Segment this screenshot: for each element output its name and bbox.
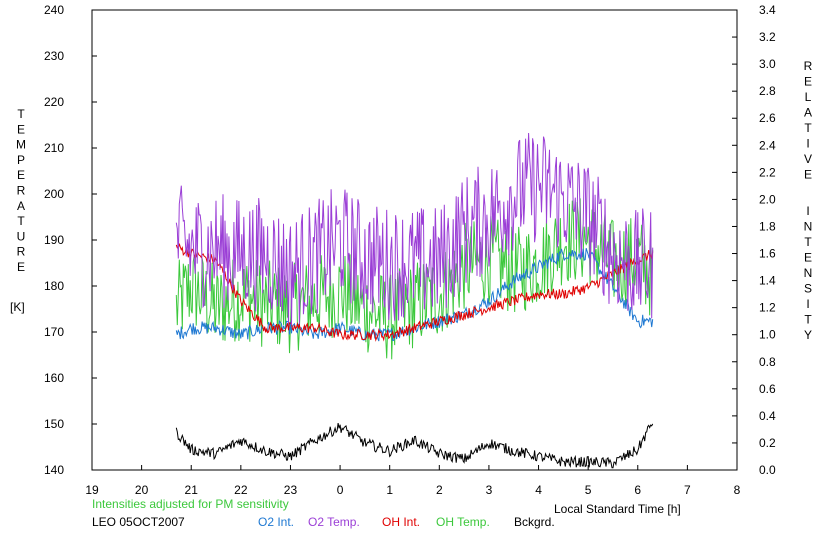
right-axis-title-letter: I xyxy=(806,204,809,218)
right-tick-label: 1.6 xyxy=(759,247,776,261)
x-tick-label: 3 xyxy=(486,483,493,497)
x-tick-label: 2 xyxy=(436,483,443,497)
left-axis-unit: [K] xyxy=(10,300,25,314)
left-axis-title-letter: E xyxy=(17,122,25,136)
right-axis-title-letter: A xyxy=(804,106,812,120)
x-tick-label: 1 xyxy=(386,483,393,497)
right-axis-title-letter: T xyxy=(804,235,812,249)
right-axis-title-letter: Y xyxy=(804,328,812,342)
legend-o2-int: O2 Int. xyxy=(258,515,295,529)
left-tick-label: 150 xyxy=(44,417,64,431)
right-tick-label: 1.2 xyxy=(759,301,776,315)
right-tick-label: 3.2 xyxy=(759,30,776,44)
x-tick-label: 7 xyxy=(684,483,691,497)
right-tick-label: 2.8 xyxy=(759,84,776,98)
x-tick-label: 5 xyxy=(585,483,592,497)
right-tick-label: 0.4 xyxy=(759,409,776,423)
left-axis-title-letter: R xyxy=(17,245,26,259)
left-axis-title-letter: M xyxy=(16,138,26,152)
right-axis-title-letter: T xyxy=(804,313,812,327)
legend-oh-temp: OH Temp. xyxy=(436,515,490,529)
x-tick-label: 6 xyxy=(634,483,641,497)
right-axis-title-letter: S xyxy=(804,282,812,296)
left-tick-label: 170 xyxy=(44,325,64,339)
right-tick-label: 0.6 xyxy=(759,382,776,396)
left-tick-label: 240 xyxy=(44,3,64,17)
right-axis-title-letter: I xyxy=(806,137,809,151)
left-axis-title-letter: R xyxy=(17,184,26,198)
right-tick-label: 2.0 xyxy=(759,192,776,206)
left-axis-title-letter: T xyxy=(17,214,25,228)
x-tick-label: 4 xyxy=(535,483,542,497)
x-tick-label: 22 xyxy=(234,483,248,497)
left-axis-title-letter: E xyxy=(17,168,25,182)
legend-o2-temp: O2 Temp. xyxy=(308,515,360,529)
x-tick-label: 8 xyxy=(734,483,741,497)
right-axis-title-letter: E xyxy=(804,168,812,182)
left-tick-label: 140 xyxy=(44,463,64,477)
right-axis-title-letter: V xyxy=(804,152,812,166)
left-axis-title-letter: E xyxy=(17,260,25,274)
left-axis-title-letter: P xyxy=(17,153,25,167)
left-axis-title-letter: A xyxy=(17,199,25,213)
right-tick-label: 0.0 xyxy=(759,463,776,477)
series-line-oh-int xyxy=(175,243,654,342)
left-axis-title-letter: U xyxy=(17,229,26,243)
right-axis-title-letter: I xyxy=(806,297,809,311)
right-tick-label: 1.4 xyxy=(759,274,776,288)
right-tick-label: 1.0 xyxy=(759,328,776,342)
right-axis-title-letter: N xyxy=(804,220,813,234)
legend-bckgrd: Bckgrd. xyxy=(514,515,555,529)
right-axis-title-letter: E xyxy=(804,75,812,89)
x-tick-label: 0 xyxy=(337,483,344,497)
left-tick-label: 190 xyxy=(44,233,64,247)
x-tick-label: 23 xyxy=(284,483,298,497)
left-tick-label: 210 xyxy=(44,141,64,155)
right-tick-label: 1.8 xyxy=(759,219,776,233)
left-tick-label: 230 xyxy=(44,49,64,63)
left-tick-label: 200 xyxy=(44,187,64,201)
right-tick-label: 2.6 xyxy=(759,111,776,125)
right-tick-label: 2.4 xyxy=(759,138,776,152)
right-tick-label: 3.4 xyxy=(759,3,776,17)
right-axis-title-letter: L xyxy=(805,90,812,104)
right-axis-title-letter: T xyxy=(804,121,812,135)
left-tick-label: 160 xyxy=(44,371,64,385)
right-axis-title-letter: R xyxy=(804,59,813,73)
x-tick-label: 20 xyxy=(135,483,149,497)
left-tick-label: 220 xyxy=(44,95,64,109)
series-line-o2-temp xyxy=(175,132,654,325)
left-tick-label: 180 xyxy=(44,279,64,293)
x-tick-label: 21 xyxy=(185,483,199,497)
right-tick-label: 2.2 xyxy=(759,165,776,179)
left-axis-title-letter: T xyxy=(17,107,25,121)
right-axis-title-letter: N xyxy=(804,266,813,280)
right-axis-title-letter: E xyxy=(804,251,812,265)
x-tick-label: 19 xyxy=(85,483,99,497)
legend-oh-int: OH Int. xyxy=(382,515,421,529)
right-tick-label: 3.0 xyxy=(759,57,776,71)
station-label: LEO 05OCT2007 xyxy=(92,515,185,529)
right-tick-label: 0.8 xyxy=(759,355,776,369)
series-line-bckgrd xyxy=(175,423,654,469)
xaxis-title: Local Standard Time [h] xyxy=(554,502,681,516)
note-text: Intensities adjusted for PM sensitivity xyxy=(92,497,289,511)
right-tick-label: 0.2 xyxy=(759,436,776,450)
